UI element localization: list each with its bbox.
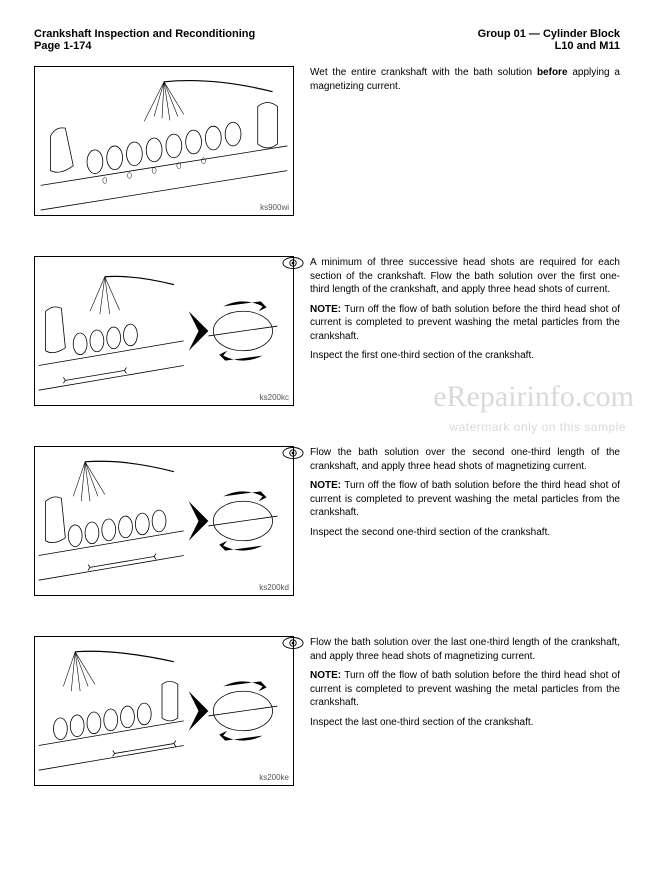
section-4-note: NOTE: Turn off the flow of bath solution… <box>310 669 620 710</box>
section-4: ks200ke Flow the bath solution over the … <box>34 636 620 786</box>
inspect-icon <box>282 256 304 270</box>
section-3-para2: Inspect the second one-third section of … <box>310 526 620 540</box>
figure-1-label: ks900wi <box>260 203 289 212</box>
header-group: Group 01 — Cylinder Block <box>478 28 620 40</box>
section-4-text: Flow the bath solution over the last one… <box>310 636 620 735</box>
section-2: ks200kc A minimum of three successive he… <box>34 256 620 406</box>
note-text: Turn off the flow of bath solution befor… <box>310 480 620 518</box>
section-1-text: Wet the entire crankshaft with the bath … <box>310 66 620 99</box>
header-right: Group 01 — Cylinder Block L10 and M11 <box>478 28 620 52</box>
section-3: ks200kd Flow the bath solution over the … <box>34 446 620 596</box>
note-label: NOTE: <box>310 480 341 491</box>
section-2-text: A minimum of three successive head shots… <box>310 256 620 369</box>
figure-3-label: ks200kd <box>259 583 289 592</box>
figure-2: ks200kc <box>34 256 294 406</box>
section-4-para1: Flow the bath solution over the last one… <box>310 636 620 663</box>
header-title: Crankshaft Inspection and Reconditioning <box>34 28 255 40</box>
section-2-para2: Inspect the first one-third section of t… <box>310 349 620 363</box>
header-models: L10 and M11 <box>478 40 620 52</box>
header-left: Crankshaft Inspection and Reconditioning… <box>34 28 255 52</box>
note-label: NOTE: <box>310 304 341 315</box>
section-3-note: NOTE: Turn off the flow of bath solution… <box>310 479 620 520</box>
note-text: Turn off the flow of bath solution befor… <box>310 670 620 708</box>
page-header: Crankshaft Inspection and Reconditioning… <box>34 28 620 52</box>
inspect-icon <box>282 636 304 650</box>
note-label: NOTE: <box>310 670 341 681</box>
note-text: Turn off the flow of bath solution befor… <box>310 304 620 342</box>
section-1-para: Wet the entire crankshaft with the bath … <box>310 66 620 93</box>
inspect-icon <box>282 446 304 460</box>
figure-3: ks200kd <box>34 446 294 596</box>
section-1: ks900wi Wet the entire crankshaft with t… <box>34 66 620 216</box>
figure-4-label: ks200ke <box>259 773 289 782</box>
figure-2-label: ks200kc <box>260 393 289 402</box>
watermark-sub: watermark only on this sample <box>449 420 626 434</box>
figure-1: ks900wi <box>34 66 294 216</box>
figure-4: ks200ke <box>34 636 294 786</box>
section-2-para1: A minimum of three successive head shots… <box>310 256 620 297</box>
section-3-text: Flow the bath solution over the second o… <box>310 446 620 545</box>
section-3-para1: Flow the bath solution over the second o… <box>310 446 620 473</box>
section-4-para2: Inspect the last one-third section of th… <box>310 716 620 730</box>
header-page: Page 1-174 <box>34 40 255 52</box>
section-2-note: NOTE: Turn off the flow of bath solution… <box>310 303 620 344</box>
